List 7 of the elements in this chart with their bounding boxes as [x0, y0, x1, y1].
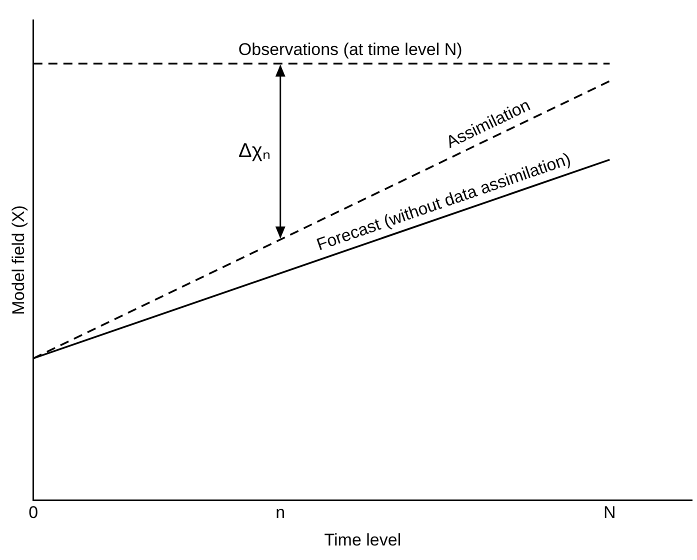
series-label: Observations (at time level N) — [238, 40, 462, 59]
x-tick-label: 0 — [28, 503, 38, 522]
x-axis-title: Time level — [324, 530, 402, 550]
y-axis-title: Model field (X) — [8, 205, 28, 315]
annotation: Δχₙ — [238, 140, 270, 162]
x-tick-label: N — [604, 503, 616, 522]
x-tick-label: n — [276, 503, 286, 522]
